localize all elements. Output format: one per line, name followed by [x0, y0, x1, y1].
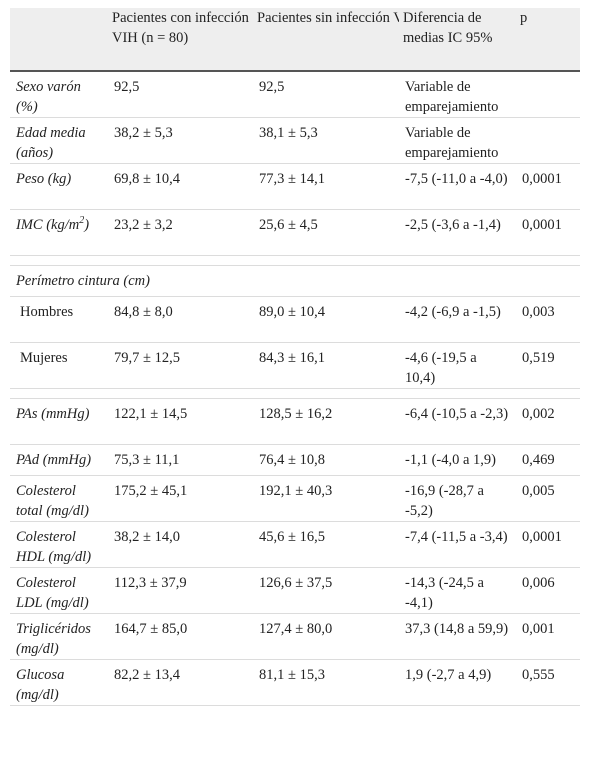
- header-cell-difference: Diferencia de medias IC 95%: [399, 8, 516, 72]
- table-row: PAd (mmHg) 75,3 ± 11,1 76,4 ± 10,8 -1,1 (-4…: [10, 444, 580, 476]
- value-cell-no-vih: 127,4 ± 80,0: [253, 613, 399, 660]
- difference-cell: 1,9 (-2,7 a 4,9): [399, 659, 516, 706]
- p-value-cell: 0,001: [516, 613, 580, 660]
- value-cell-vih: 164,7 ± 85,0: [108, 613, 253, 660]
- row-label-cell: Colesterol LDL (mg/dl): [10, 567, 108, 614]
- value-cell-no-vih: 81,1 ± 15,3: [253, 659, 399, 706]
- table-row: PAs (mmHg) 122,1 ± 14,5 128,5 ± 16,2 -6,4 (…: [10, 398, 580, 445]
- p-value-cell: 0,555: [516, 659, 580, 706]
- difference-cell: -14,3 (-24,5 a -4,1): [399, 567, 516, 614]
- difference-cell: Variable de emparejamiento: [399, 117, 516, 164]
- row-label-cell: Peso (kg): [10, 163, 108, 210]
- comparison-table: Pacientes con infección VIH (n = 80) Pac…: [10, 8, 580, 706]
- table-row: Mujeres 79,7 ± 12,5 84,3 ± 16,1 -4,6 (-19,5…: [10, 342, 580, 389]
- value-cell-no-vih: 25,6 ± 4,5: [253, 209, 399, 256]
- value-cell-no-vih: 89,0 ± 10,4: [253, 296, 399, 343]
- table-row: Colesterol total (mg/dl) 175,2 ± 45,1 192,…: [10, 475, 580, 522]
- value-cell-no-vih: 45,6 ± 16,5: [253, 521, 399, 568]
- p-value-cell: 0,002: [516, 398, 580, 445]
- value-cell-no-vih: 76,4 ± 10,8: [253, 444, 399, 476]
- row-label-cell: Colesterol HDL (mg/dl): [10, 521, 108, 568]
- value-cell-vih: 79,7 ± 12,5: [108, 342, 253, 389]
- value-cell-vih: 122,1 ± 14,5: [108, 398, 253, 445]
- row-label-cell: Sexo varón (%): [10, 71, 108, 118]
- value-cell-vih: 38,2 ± 5,3: [108, 117, 253, 164]
- table-row: Colesterol LDL (mg/dl) 112,3 ± 37,9 126,6 …: [10, 567, 580, 614]
- row-label-cell: PAd (mmHg): [10, 444, 108, 476]
- p-value-cell: 0,005: [516, 475, 580, 522]
- p-value-cell: 0,0001: [516, 209, 580, 256]
- table-row: Peso (kg) 69,8 ± 10,4 77,3 ± 14,1 -7,5 (-11…: [10, 163, 580, 210]
- table-row: Triglicéridos (mg/dl) 164,7 ± 85,0 127,4 ±…: [10, 613, 580, 660]
- difference-cell: -16,9 (-28,7 a -5,2): [399, 475, 516, 522]
- value-cell-vih: 75,3 ± 11,1: [108, 444, 253, 476]
- difference-cell: -4,6 (-19,5 a 10,4): [399, 342, 516, 389]
- header-cell-vih: Pacientes con infección VIH (n = 80): [108, 8, 253, 72]
- table-row: IMC (kg/m2) 23,2 ± 3,2 25,6 ± 4,5 -2,5 (-3,…: [10, 209, 580, 256]
- value-cell-vih: 92,5: [108, 71, 253, 118]
- table-row: Perímetro cintura (cm): [10, 265, 580, 297]
- value-cell-vih: 69,8 ± 10,4: [108, 163, 253, 210]
- separator-cell: [10, 255, 580, 266]
- table-row: Sexo varón (%) 92,5 92,5 Variable de empare…: [10, 71, 580, 118]
- row-label-cell: Hombres: [10, 296, 108, 343]
- row-label-superscript: 2: [79, 215, 85, 227]
- value-cell-vih: 38,2 ± 14,0: [108, 521, 253, 568]
- separator-row: [10, 388, 580, 399]
- value-cell-vih: 84,8 ± 8,0: [108, 296, 253, 343]
- difference-cell: Variable de emparejamiento: [399, 71, 516, 118]
- value-cell-no-vih: 38,1 ± 5,3: [253, 117, 399, 164]
- p-value-cell: 0,0001: [516, 521, 580, 568]
- value-cell-no-vih: 92,5: [253, 71, 399, 118]
- value-cell-no-vih: 128,5 ± 16,2: [253, 398, 399, 445]
- difference-cell: -4,2 (-6,9 a -1,5): [399, 296, 516, 343]
- p-value-cell: 0,519: [516, 342, 580, 389]
- difference-cell: -6,4 (-10,5 a -2,3): [399, 398, 516, 445]
- row-label-cell: PAs (mmHg): [10, 398, 108, 445]
- header-cell-variable: [10, 8, 108, 72]
- row-label-text: ): [84, 217, 90, 233]
- group-label-cell: Perímetro cintura (cm): [10, 265, 580, 297]
- row-label-cell: IMC (kg/m2): [10, 209, 108, 256]
- difference-cell: -7,5 (-11,0 a -4,0): [399, 163, 516, 210]
- value-cell-no-vih: 126,6 ± 37,5: [253, 567, 399, 614]
- p-value-cell: 0,469: [516, 444, 580, 476]
- p-value-cell: 0,006: [516, 567, 580, 614]
- value-cell-no-vih: 77,3 ± 14,1: [253, 163, 399, 210]
- p-value-cell: [516, 117, 580, 164]
- p-value-cell: 0,0001: [516, 163, 580, 210]
- header-cell-p: p: [516, 8, 580, 72]
- table-row: Glucosa (mg/dl) 82,2 ± 13,4 81,1 ± 15,3 1,9…: [10, 659, 580, 706]
- table-row: Hombres 84,8 ± 8,0 89,0 ± 10,4 -4,2 (-6,9 a…: [10, 296, 580, 343]
- p-value-cell: [516, 71, 580, 118]
- p-value-cell: 0,003: [516, 296, 580, 343]
- value-cell-no-vih: 84,3 ± 16,1: [253, 342, 399, 389]
- table-row: Colesterol HDL (mg/dl) 38,2 ± 14,0 45,6 ± …: [10, 521, 580, 568]
- separator-cell: [10, 388, 580, 399]
- table-body: Sexo varón (%) 92,5 92,5 Variable de empare…: [10, 71, 580, 706]
- separator-row: [10, 255, 580, 266]
- table-header: Pacientes con infección VIH (n = 80) Pac…: [10, 8, 580, 72]
- row-label-cell: Edad media (años): [10, 117, 108, 164]
- difference-cell: -2,5 (-3,6 a -1,4): [399, 209, 516, 256]
- row-label-cell: Triglicéridos (mg/dl): [10, 613, 108, 660]
- table-row: Edad media (años) 38,2 ± 5,3 38,1 ± 5,3 Var…: [10, 117, 580, 164]
- row-label-cell: Mujeres: [10, 342, 108, 389]
- difference-cell: -7,4 (-11,5 a -3,4): [399, 521, 516, 568]
- value-cell-vih: 23,2 ± 3,2: [108, 209, 253, 256]
- header-cell-no-vih: Pacientes sin infección VIH (n = 160): [253, 8, 399, 72]
- value-cell-vih: 175,2 ± 45,1: [108, 475, 253, 522]
- row-label-text: IMC (kg/m: [16, 217, 80, 233]
- difference-cell: -1,1 (-4,0 a 1,9): [399, 444, 516, 476]
- row-label-cell: Colesterol total (mg/dl): [10, 475, 108, 522]
- value-cell-vih: 82,2 ± 13,4: [108, 659, 253, 706]
- difference-cell: 37,3 (14,8 a 59,9): [399, 613, 516, 660]
- value-cell-no-vih: 192,1 ± 40,3: [253, 475, 399, 522]
- value-cell-vih: 112,3 ± 37,9: [108, 567, 253, 614]
- row-label-cell: Glucosa (mg/dl): [10, 659, 108, 706]
- header-row: Pacientes con infección VIH (n = 80) Pac…: [10, 8, 580, 72]
